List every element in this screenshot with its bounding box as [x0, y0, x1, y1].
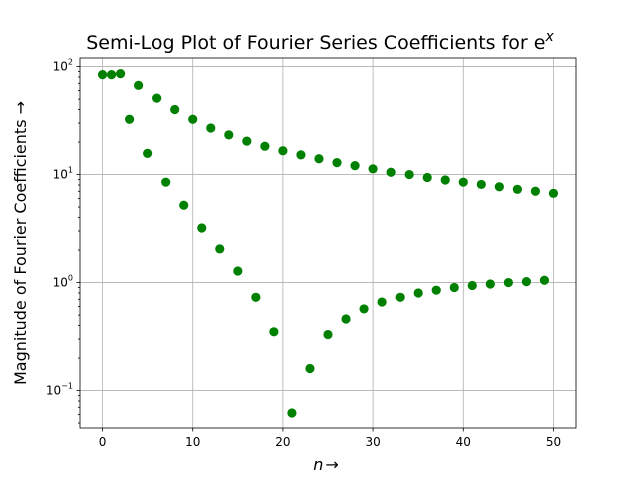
x-tick-label: 10 [185, 435, 200, 449]
data-point [431, 285, 441, 295]
x-axis-label: n → [313, 455, 339, 474]
y-tick-label: 101 [53, 166, 73, 182]
data-point [269, 327, 279, 337]
plot-frame [79, 57, 577, 429]
x-tick-label: 40 [456, 435, 471, 449]
data-point [485, 279, 495, 289]
data-point [179, 200, 189, 210]
grid-lines [80, 58, 576, 428]
data-point [467, 280, 477, 291]
data-point [296, 150, 306, 160]
data-point [404, 169, 414, 180]
data-point [97, 70, 108, 80]
data-point [449, 282, 459, 293]
data-point [305, 363, 315, 374]
data-point [341, 314, 351, 324]
data-point [323, 329, 333, 340]
data-point [242, 136, 252, 146]
data-point [251, 292, 261, 302]
data-point [386, 167, 396, 177]
y-tick-label: 102 [53, 58, 73, 74]
data-point [548, 188, 559, 198]
data-point [521, 277, 532, 287]
data-point [512, 184, 522, 194]
y-tick-label: 10−1 [46, 382, 73, 398]
data-point [314, 154, 324, 164]
data-points [97, 69, 559, 418]
x-tick-label: 0 [99, 435, 107, 449]
data-point [215, 244, 225, 254]
data-point [476, 179, 486, 190]
x-tick-label: 30 [365, 435, 380, 449]
y-axis-label: Magnitude of Fourier Coefficients → [11, 101, 30, 385]
data-point [287, 408, 297, 418]
data-point [332, 158, 342, 168]
chart-title: Semi-Log Plot of Fourier Series Coeffici… [86, 29, 554, 54]
data-point [530, 186, 541, 196]
data-point [224, 130, 234, 140]
data-point [368, 164, 378, 174]
data-point [170, 104, 180, 115]
data-point [106, 70, 117, 80]
data-point [188, 114, 198, 124]
data-point [539, 275, 550, 285]
axis-ticks: 0 10 20 30 40 50 10−1 100 101 102 [46, 58, 561, 449]
data-point [278, 146, 288, 156]
data-point [458, 177, 468, 187]
data-point [161, 177, 171, 187]
data-point [413, 288, 423, 298]
data-point [260, 141, 270, 151]
data-point [440, 175, 450, 185]
data-point [350, 161, 360, 171]
data-point [377, 297, 387, 307]
data-point [503, 277, 513, 288]
data-point [125, 114, 135, 124]
data-point [395, 292, 405, 302]
data-point [197, 223, 207, 233]
data-point [143, 148, 153, 158]
data-point [494, 182, 504, 192]
data-point [233, 266, 243, 276]
data-point [134, 80, 144, 90]
data-point [152, 93, 162, 103]
data-point [359, 304, 369, 314]
x-tick-label: 50 [546, 435, 561, 449]
data-point [206, 123, 216, 133]
data-point [422, 172, 432, 183]
x-tick-label: 20 [275, 435, 290, 449]
y-tick-label: 100 [53, 274, 73, 290]
data-point [115, 69, 126, 79]
